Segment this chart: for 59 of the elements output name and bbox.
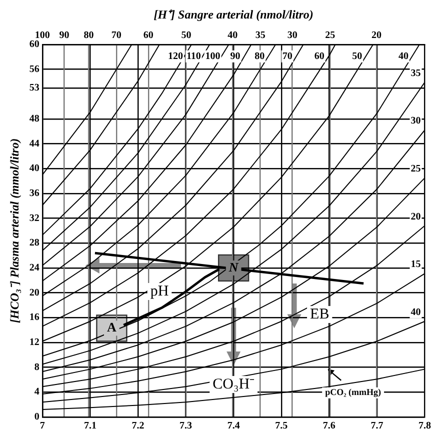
x-tick-label: 7.2 <box>132 420 144 432</box>
x2-tick-label: 25 <box>325 30 336 41</box>
series-label: 40 <box>410 306 421 318</box>
y-tick-label: 0 <box>34 412 40 423</box>
series-label: 80 <box>254 50 265 62</box>
series-label: 30 <box>410 116 421 127</box>
series-label: 50 <box>352 50 362 62</box>
y-tick-label: 56 <box>29 64 40 75</box>
series-label: 40 <box>398 50 408 62</box>
y-tick-label: 36 <box>29 188 40 200</box>
x-tick-label: 7.3 <box>180 420 192 432</box>
x2-axis-title: [H⁺] Sangre arterial (nmol/litro) <box>154 7 314 22</box>
y-tick-label: 8 <box>34 362 40 373</box>
x-tick-label: 7.4 <box>227 420 240 432</box>
annotation: pH <box>150 283 169 300</box>
annotation: N <box>228 259 239 274</box>
y-tick-label: 48 <box>29 114 40 124</box>
y-tick-label: 24 <box>29 262 40 274</box>
x2-tick-label: 80 <box>84 30 94 41</box>
y-axis-title: [HCO₃⁻] Plasma arterial (mmol/litro) <box>7 138 22 323</box>
y-tick-label: 28 <box>29 238 40 249</box>
series-label: 70 <box>282 50 292 62</box>
annotation: A <box>107 320 118 335</box>
x-tick-label: 7.8 <box>418 420 431 432</box>
y-tick-label: 20 <box>29 287 40 298</box>
series-label: 110 <box>186 50 201 62</box>
annotation: EB <box>310 306 330 322</box>
series-label: 35 <box>410 68 421 79</box>
annotation: pCO₂ (mmHg) <box>325 387 382 398</box>
x2-tick-label: 50 <box>181 30 192 41</box>
series-label: 60 <box>314 50 324 62</box>
x2-tick-label: 35 <box>255 30 266 41</box>
annotation: CO₃H⁻ <box>212 376 255 392</box>
x-tick-label: 7.5 <box>275 420 288 432</box>
x-tick-label: 7.7 <box>370 420 384 432</box>
x2-tick-label: 100 <box>34 30 50 41</box>
y-tick-label: 4 <box>34 386 40 398</box>
series-label: 90 <box>230 50 240 62</box>
x-tick-label: 7.1 <box>84 420 96 432</box>
series-label: 15 <box>410 259 421 270</box>
y-tick-label: 40 <box>29 163 40 174</box>
y-tick-label: 16 <box>29 312 40 324</box>
y-tick-label: 12 <box>29 337 40 348</box>
series-label: 20 <box>410 211 421 222</box>
x2-tick-label: 60 <box>143 30 154 41</box>
x2-tick-label: 90 <box>59 30 70 41</box>
x2-tick-label: 40 <box>228 30 238 41</box>
y-tick-label: 60 <box>29 38 40 50</box>
series-label: 25 <box>410 163 421 174</box>
series-label: 120 <box>168 50 184 62</box>
x2-tick-label: 20 <box>371 30 382 41</box>
x2-tick-label: 70 <box>111 30 122 41</box>
series-label: 100 <box>205 50 220 62</box>
y-tick-label: 44 <box>29 138 40 150</box>
x-tick-label: 7.6 <box>322 420 336 432</box>
y-tick-label: 53 <box>29 82 40 94</box>
x2-tick-label: 30 <box>287 30 298 41</box>
y-tick-label: 32 <box>29 212 40 224</box>
x-tick-label: 7 <box>40 420 45 432</box>
